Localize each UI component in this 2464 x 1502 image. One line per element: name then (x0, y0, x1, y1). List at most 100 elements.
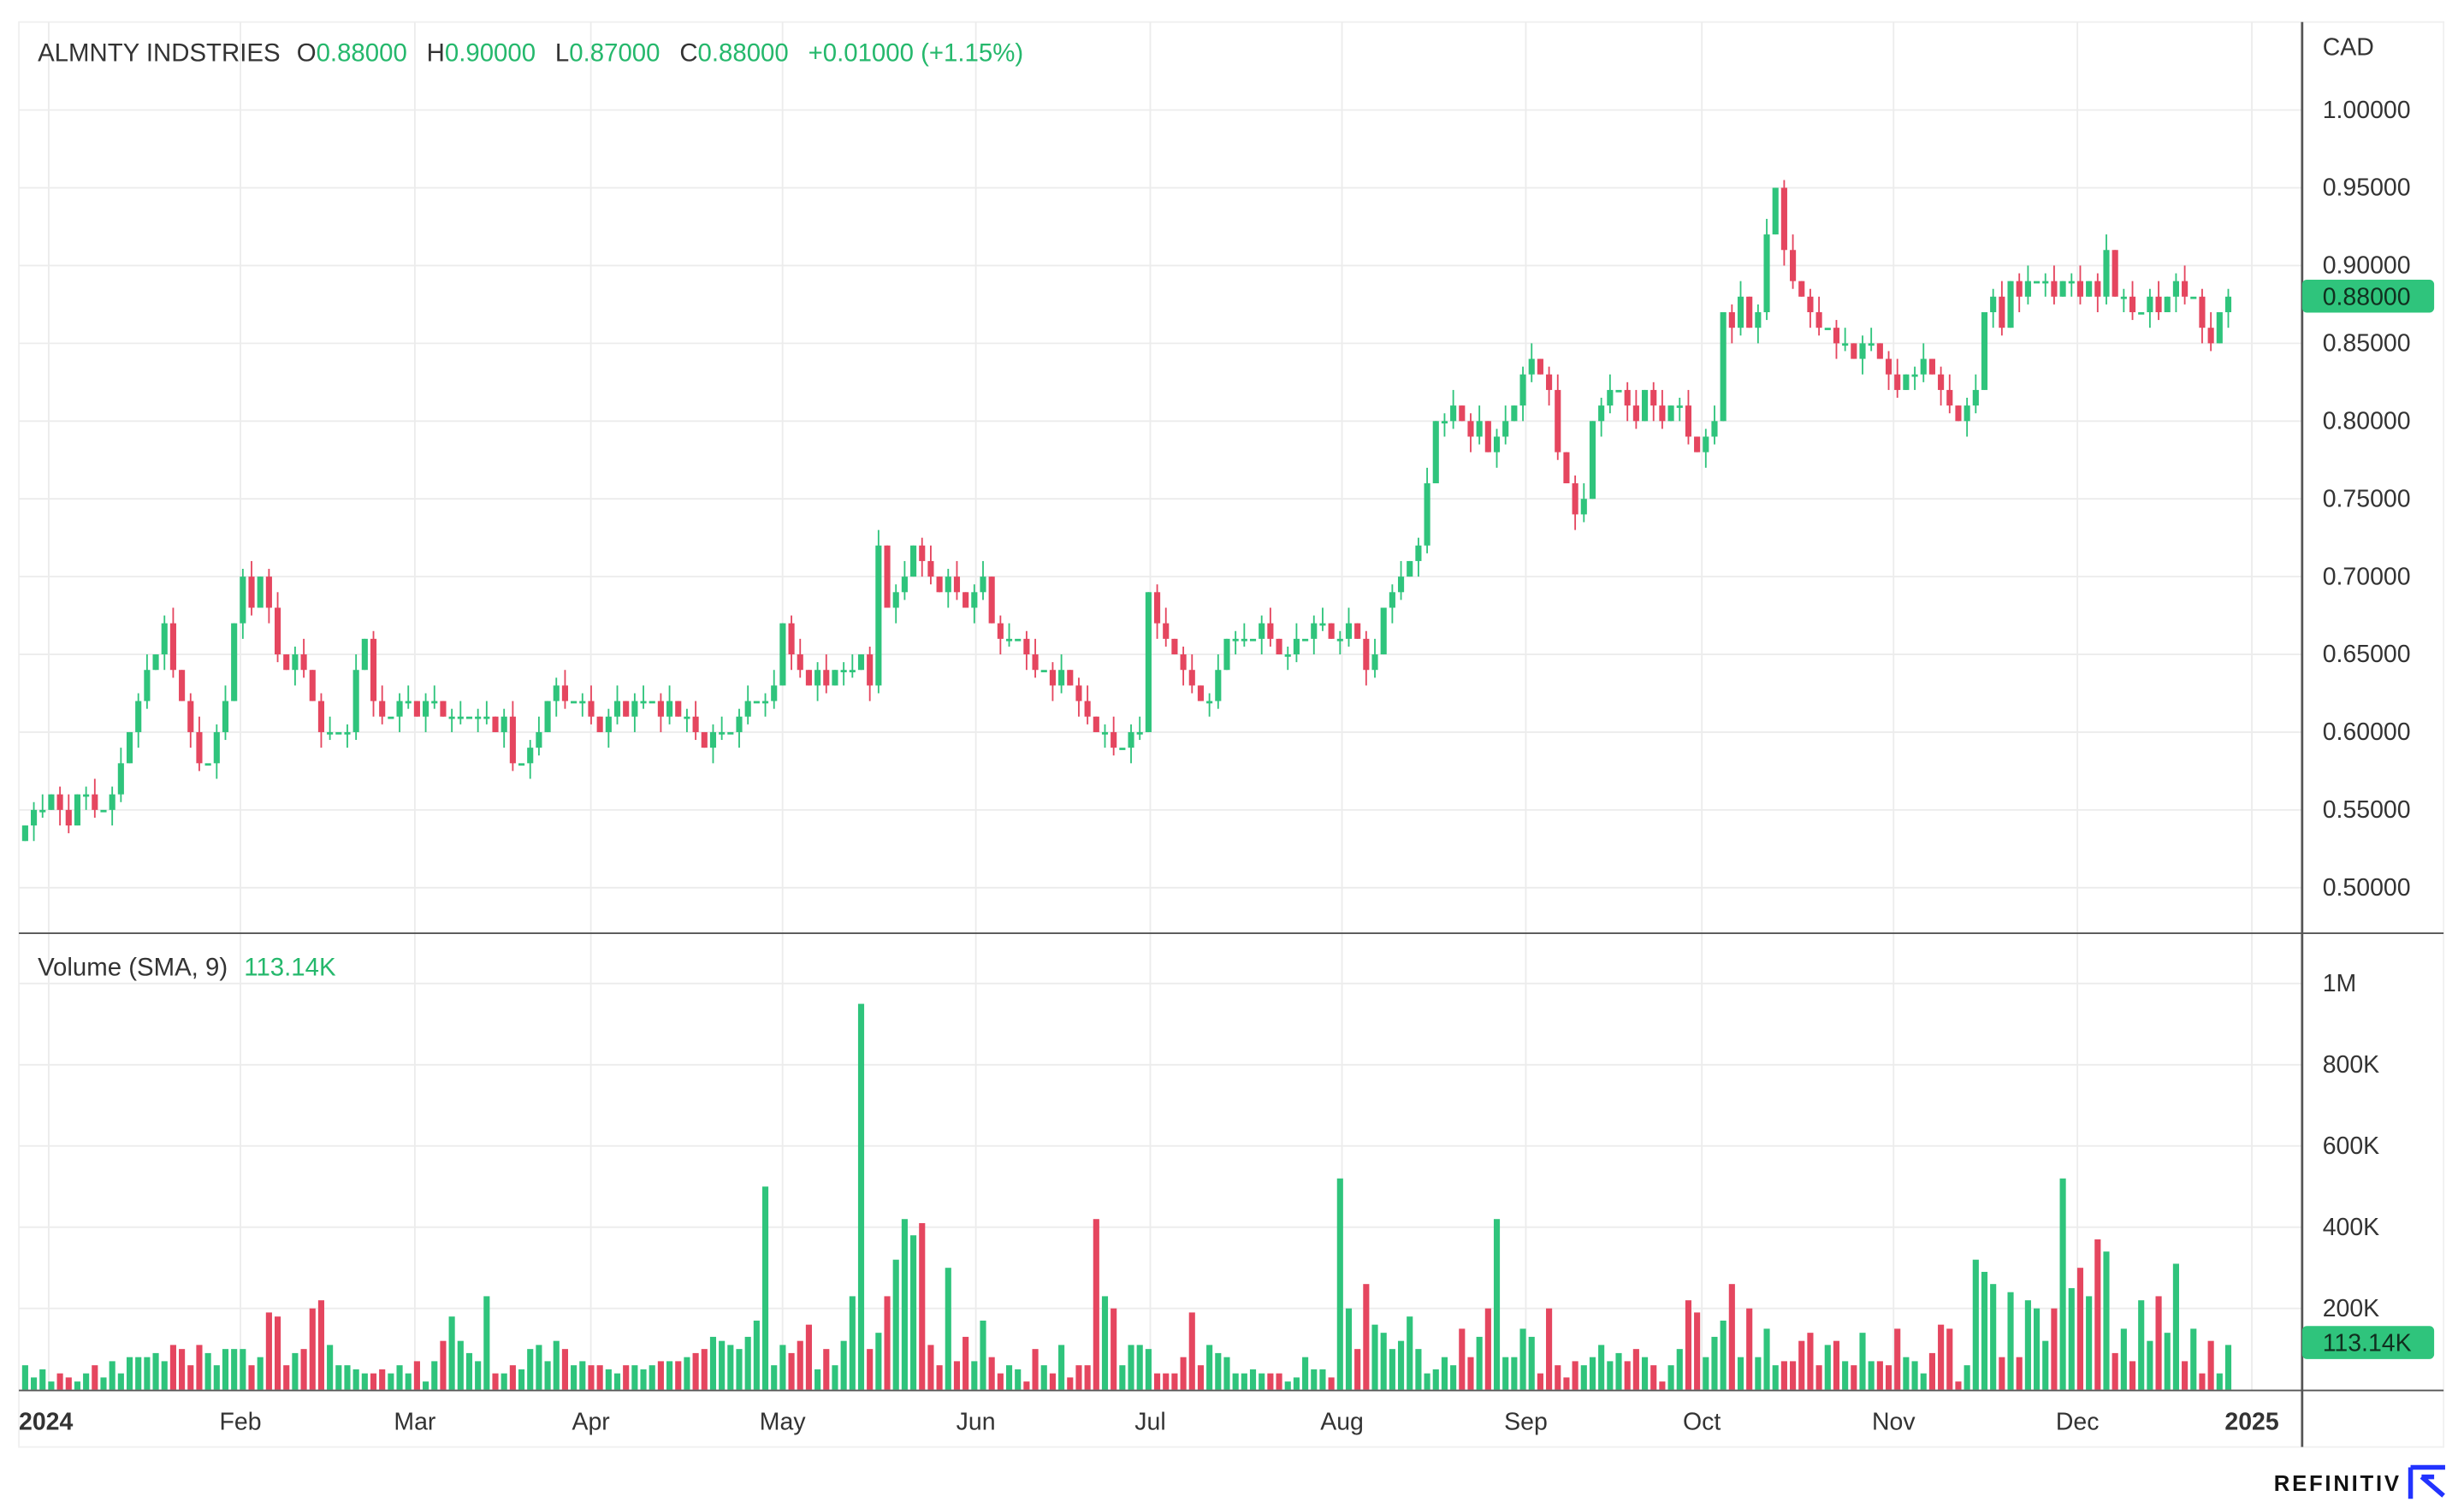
candle-body (1484, 421, 1491, 452)
candle-body (109, 794, 116, 810)
candle (1136, 716, 1143, 741)
candle-body (1772, 187, 1779, 235)
candle (300, 638, 307, 678)
candle-body (1824, 328, 1831, 330)
candle-body (1293, 638, 1300, 655)
volume-bar (1711, 1336, 1718, 1390)
volume-bar (544, 1361, 551, 1390)
price-axis[interactable]: 1.00000 0.95000 0.90000 0.85000 0.80000 0.750… (2323, 97, 2411, 902)
candle-body (2051, 281, 2058, 297)
candle (2129, 281, 2136, 321)
time-axis[interactable]: 2024 Feb Mar Apr May Jun Jul Aug Sep Oct Nov Dec 202… (19, 1408, 2279, 1435)
candle-body (1502, 421, 1509, 437)
candle (1223, 638, 1230, 671)
volume-axis[interactable]: 1M 800K 600K 400K 200K (2323, 970, 2379, 1322)
candle-body (31, 809, 38, 826)
volume-bar (1450, 1365, 1457, 1390)
candle-body (736, 716, 743, 732)
candle-body (1450, 405, 1457, 422)
candle-body (840, 670, 847, 672)
candle (736, 708, 743, 748)
candle-body (361, 638, 368, 671)
candle-body (832, 670, 838, 686)
candle-body (2224, 296, 2232, 312)
price-tick-label: 0.55000 (2323, 796, 2411, 824)
candle-body (2112, 250, 2118, 297)
candle (953, 560, 961, 600)
candle (1824, 328, 1831, 330)
candle-body (1728, 312, 1735, 328)
candle (388, 716, 394, 719)
refinitiv-logo[interactable]: REFINITIV (2274, 1464, 2445, 1499)
candle-body (1955, 405, 1962, 422)
candle (431, 685, 438, 709)
volume-bar (1493, 1219, 1501, 1390)
volume-bar (1345, 1308, 1353, 1390)
candle (379, 685, 386, 724)
volume-sma-value: 113.14K (244, 954, 336, 982)
candle (1354, 623, 1361, 639)
candle-body (248, 577, 255, 608)
volume-bar (771, 1365, 778, 1390)
candle-body (1999, 296, 2005, 328)
candle (1075, 677, 1082, 717)
volume-bar (1555, 1365, 1561, 1390)
candle-body (1267, 623, 1274, 639)
volume-bar (1432, 1369, 1439, 1390)
candle (1790, 234, 1797, 289)
candle-body (204, 763, 211, 766)
candle (1284, 646, 1291, 671)
candle (840, 662, 847, 686)
volume-bar (2129, 1361, 2136, 1390)
candle (248, 560, 255, 616)
candle (927, 545, 934, 585)
volume-bar (1407, 1316, 1413, 1390)
volume-bar (2042, 1340, 2049, 1390)
candle-body (1197, 685, 1205, 701)
volume-bar (1772, 1365, 1779, 1390)
volume-bar (2103, 1251, 2110, 1390)
volume-bar (1589, 1357, 1596, 1390)
candle-body (126, 731, 133, 764)
volume-bar (1746, 1308, 1753, 1390)
volume-bar (527, 1349, 534, 1390)
volume-bar (657, 1361, 664, 1390)
volume-bar (1136, 1345, 1143, 1390)
volume-bar (988, 1357, 995, 1390)
volume-bar (1667, 1365, 1674, 1390)
candle (187, 693, 194, 748)
candle (1345, 607, 1353, 647)
candle-body (327, 731, 334, 735)
volume-bar (571, 1365, 578, 1390)
volume-legend: Volume (SMA, 9) 113.14K (38, 954, 336, 982)
volume-bar (379, 1369, 386, 1390)
candle-body (1737, 296, 1744, 328)
candle-body (1180, 654, 1187, 671)
volume-bar (2224, 1345, 2232, 1390)
volume-bar (553, 1340, 560, 1390)
candle (2103, 234, 2110, 305)
candle (1946, 374, 1953, 414)
candle (1328, 623, 1335, 639)
volume-bar (1040, 1365, 1047, 1390)
candle (2182, 265, 2189, 305)
volume-bar (1720, 1320, 1727, 1390)
volume-bar (1641, 1357, 1649, 1390)
volume-bar (1241, 1373, 1247, 1390)
time-tick-label: 2024 (19, 1408, 73, 1435)
volume-bar (1790, 1361, 1797, 1390)
price-tick-label: 0.70000 (2323, 563, 2411, 590)
candle-body (448, 716, 455, 719)
candle-body (1685, 405, 1691, 437)
candle-body (527, 748, 534, 764)
volume-bar (623, 1365, 630, 1390)
volume-bar (2007, 1292, 2014, 1390)
candle (1868, 328, 1875, 352)
candle-body (1058, 670, 1065, 686)
volume-bar (1232, 1373, 1239, 1390)
candle (1206, 693, 1213, 717)
volume-bar (448, 1316, 455, 1390)
candle (684, 708, 690, 732)
candle (1389, 584, 1395, 624)
